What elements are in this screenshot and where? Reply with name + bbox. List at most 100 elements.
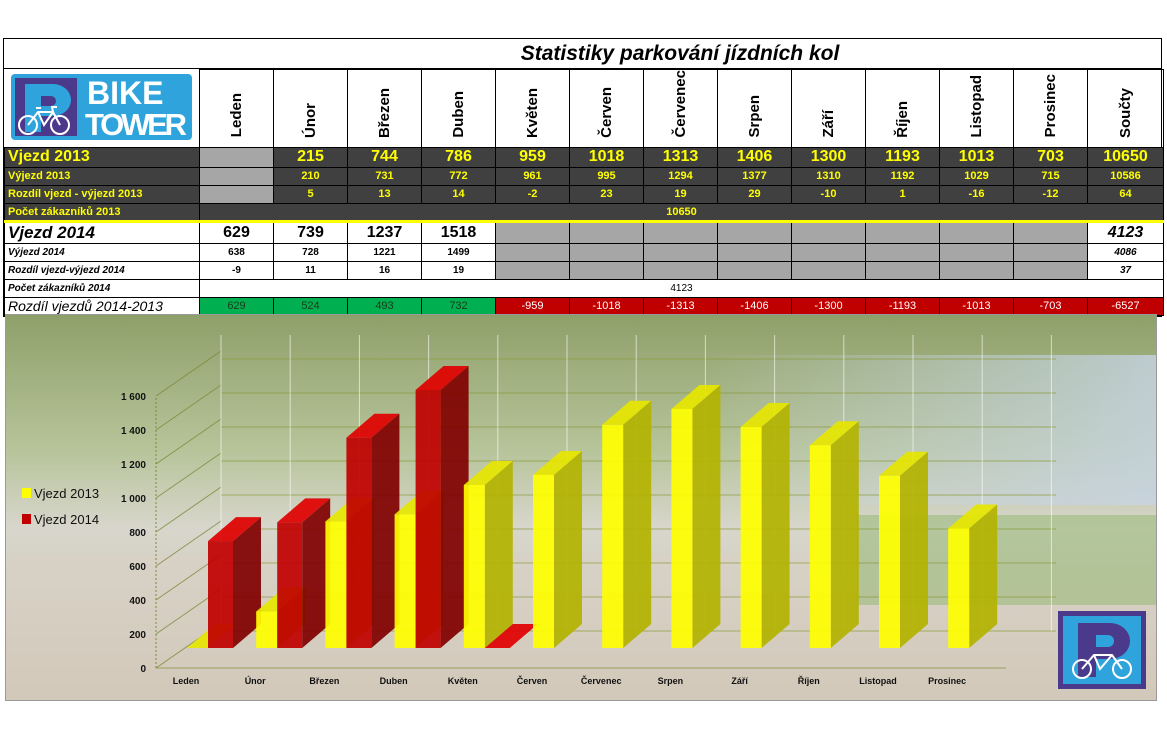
table-cell: -1013 — [939, 296, 1014, 316]
data-table: BIKE TOWER Leden Únor Březen Duben Květen Čer… — [4, 69, 1164, 316]
bar-front — [948, 528, 970, 648]
table-cell — [791, 220, 866, 244]
floor-gridline — [155, 350, 222, 397]
table-cell: 1377 — [717, 166, 792, 186]
table-cell: 493 — [347, 296, 422, 316]
table-cell: 961 — [495, 166, 570, 186]
table-cell: -1313 — [643, 296, 718, 316]
table-cell — [643, 260, 718, 280]
table-cell: 5 — [273, 184, 348, 204]
table-cell — [199, 166, 274, 186]
bar-top — [208, 517, 261, 542]
x-tick-label: Březen — [309, 676, 339, 686]
table-cell — [643, 220, 718, 244]
table-row: Vjezd 2014 629 739 1237 1518 4123 — [4, 220, 1164, 244]
bar-top — [346, 413, 400, 438]
table-cell — [791, 260, 866, 280]
month-header: Červen — [569, 69, 644, 148]
table-cell: 524 — [273, 296, 348, 316]
table-cell: 732 — [421, 296, 496, 316]
table-cell: 19 — [643, 184, 718, 204]
row-label: Výjezd 2014 — [4, 242, 200, 262]
table-cell: 1 — [865, 184, 940, 204]
bar-vjezd-2013 — [463, 460, 513, 648]
table-cell: 1192 — [865, 166, 940, 186]
table-cell — [939, 260, 1014, 280]
total-cell: 64 — [1087, 184, 1164, 204]
y-tick-label: 1 600 — [121, 392, 146, 403]
bar-vjezd-2013 — [740, 403, 790, 648]
row-label: Vjezd 2013 — [4, 146, 200, 168]
table-cell — [865, 260, 940, 280]
table-row: Výjezd 2013 210 731 772 961 995 1294 1377 1310 11… — [4, 166, 1164, 186]
bar-side — [440, 365, 469, 648]
month-header: Květen — [495, 69, 570, 148]
bar-vjezd-2013 — [671, 384, 721, 648]
bar-front — [463, 484, 485, 648]
bar-side — [761, 403, 790, 648]
month-label: Listopad — [968, 75, 985, 138]
bar-side — [371, 413, 400, 648]
table-cell: -1193 — [865, 296, 940, 316]
bar-side — [900, 451, 928, 648]
bar-front — [325, 521, 347, 648]
x-tick-label: Prosinec — [928, 676, 966, 686]
table-cell: 16 — [347, 260, 422, 280]
table-row: Rozdíl vjezd-výjezd 2014 -9 11 16 19 37 — [4, 260, 1164, 280]
table-cell: 744 — [347, 146, 422, 168]
legend-swatch — [22, 488, 31, 498]
bar-vjezd-2014 — [277, 498, 331, 648]
table-cell: 1013 — [939, 146, 1014, 168]
table-cell: 638 — [199, 242, 274, 262]
merged-total-cell: 10650 — [199, 202, 1164, 223]
table-cell: 19 — [421, 260, 496, 280]
table-row: Počet zákazníků 2013 10650 — [4, 202, 1164, 223]
floor-gridline — [155, 520, 222, 567]
bar-top — [602, 400, 652, 425]
table-cell — [1013, 220, 1088, 244]
month-label: Prosinec — [1042, 74, 1059, 138]
month-header: Duben — [421, 69, 496, 148]
table-cell — [495, 260, 570, 280]
total-cell: 10586 — [1087, 166, 1164, 186]
bar-top — [948, 504, 998, 529]
table-cell: 23 — [569, 184, 644, 204]
table-cell: -1406 — [717, 296, 792, 316]
table-cell: 959 — [495, 146, 570, 168]
table-cell — [865, 220, 940, 244]
table-cell — [717, 242, 792, 262]
table-cell: 29 — [717, 184, 792, 204]
bike-tower-small-logo — [1058, 611, 1146, 689]
month-label: Leden — [228, 93, 245, 138]
month-header: Září — [791, 69, 866, 148]
table-cell: 739 — [273, 220, 348, 244]
bar-side — [830, 421, 859, 648]
table-cell: -703 — [1013, 296, 1088, 316]
table-cell: 1518 — [421, 220, 496, 244]
table-cell — [1013, 260, 1088, 280]
y-tick-label: 200 — [129, 630, 146, 641]
table-cell: 14 — [421, 184, 496, 204]
table-cell: -1018 — [569, 296, 644, 316]
floor-gridline — [155, 384, 222, 431]
bar-vjezd-2014 — [208, 517, 261, 648]
bar-front — [346, 437, 372, 648]
table-cell — [643, 242, 718, 262]
total-cell: 37 — [1087, 260, 1164, 280]
bar-top — [740, 403, 790, 427]
table-cell: 1310 — [791, 166, 866, 186]
table-cell: -9 — [199, 260, 274, 280]
row-label: Rozdíl vjezd-výjezd 2014 — [4, 260, 200, 280]
bar-front — [277, 522, 303, 648]
x-tick-label: Květen — [448, 676, 478, 686]
month-label: Říjen — [894, 100, 911, 138]
x-tick-label: Srpen — [658, 676, 684, 686]
bar-front — [879, 475, 900, 648]
bar-top — [484, 624, 538, 648]
totals-label: Součty — [1117, 87, 1134, 138]
y-tick-label: 600 — [129, 562, 146, 573]
merged-total-cell: 4123 — [199, 278, 1164, 298]
month-label: Březen — [376, 87, 393, 138]
table-cell: 1221 — [347, 242, 422, 262]
table-cell: 1313 — [643, 146, 718, 168]
